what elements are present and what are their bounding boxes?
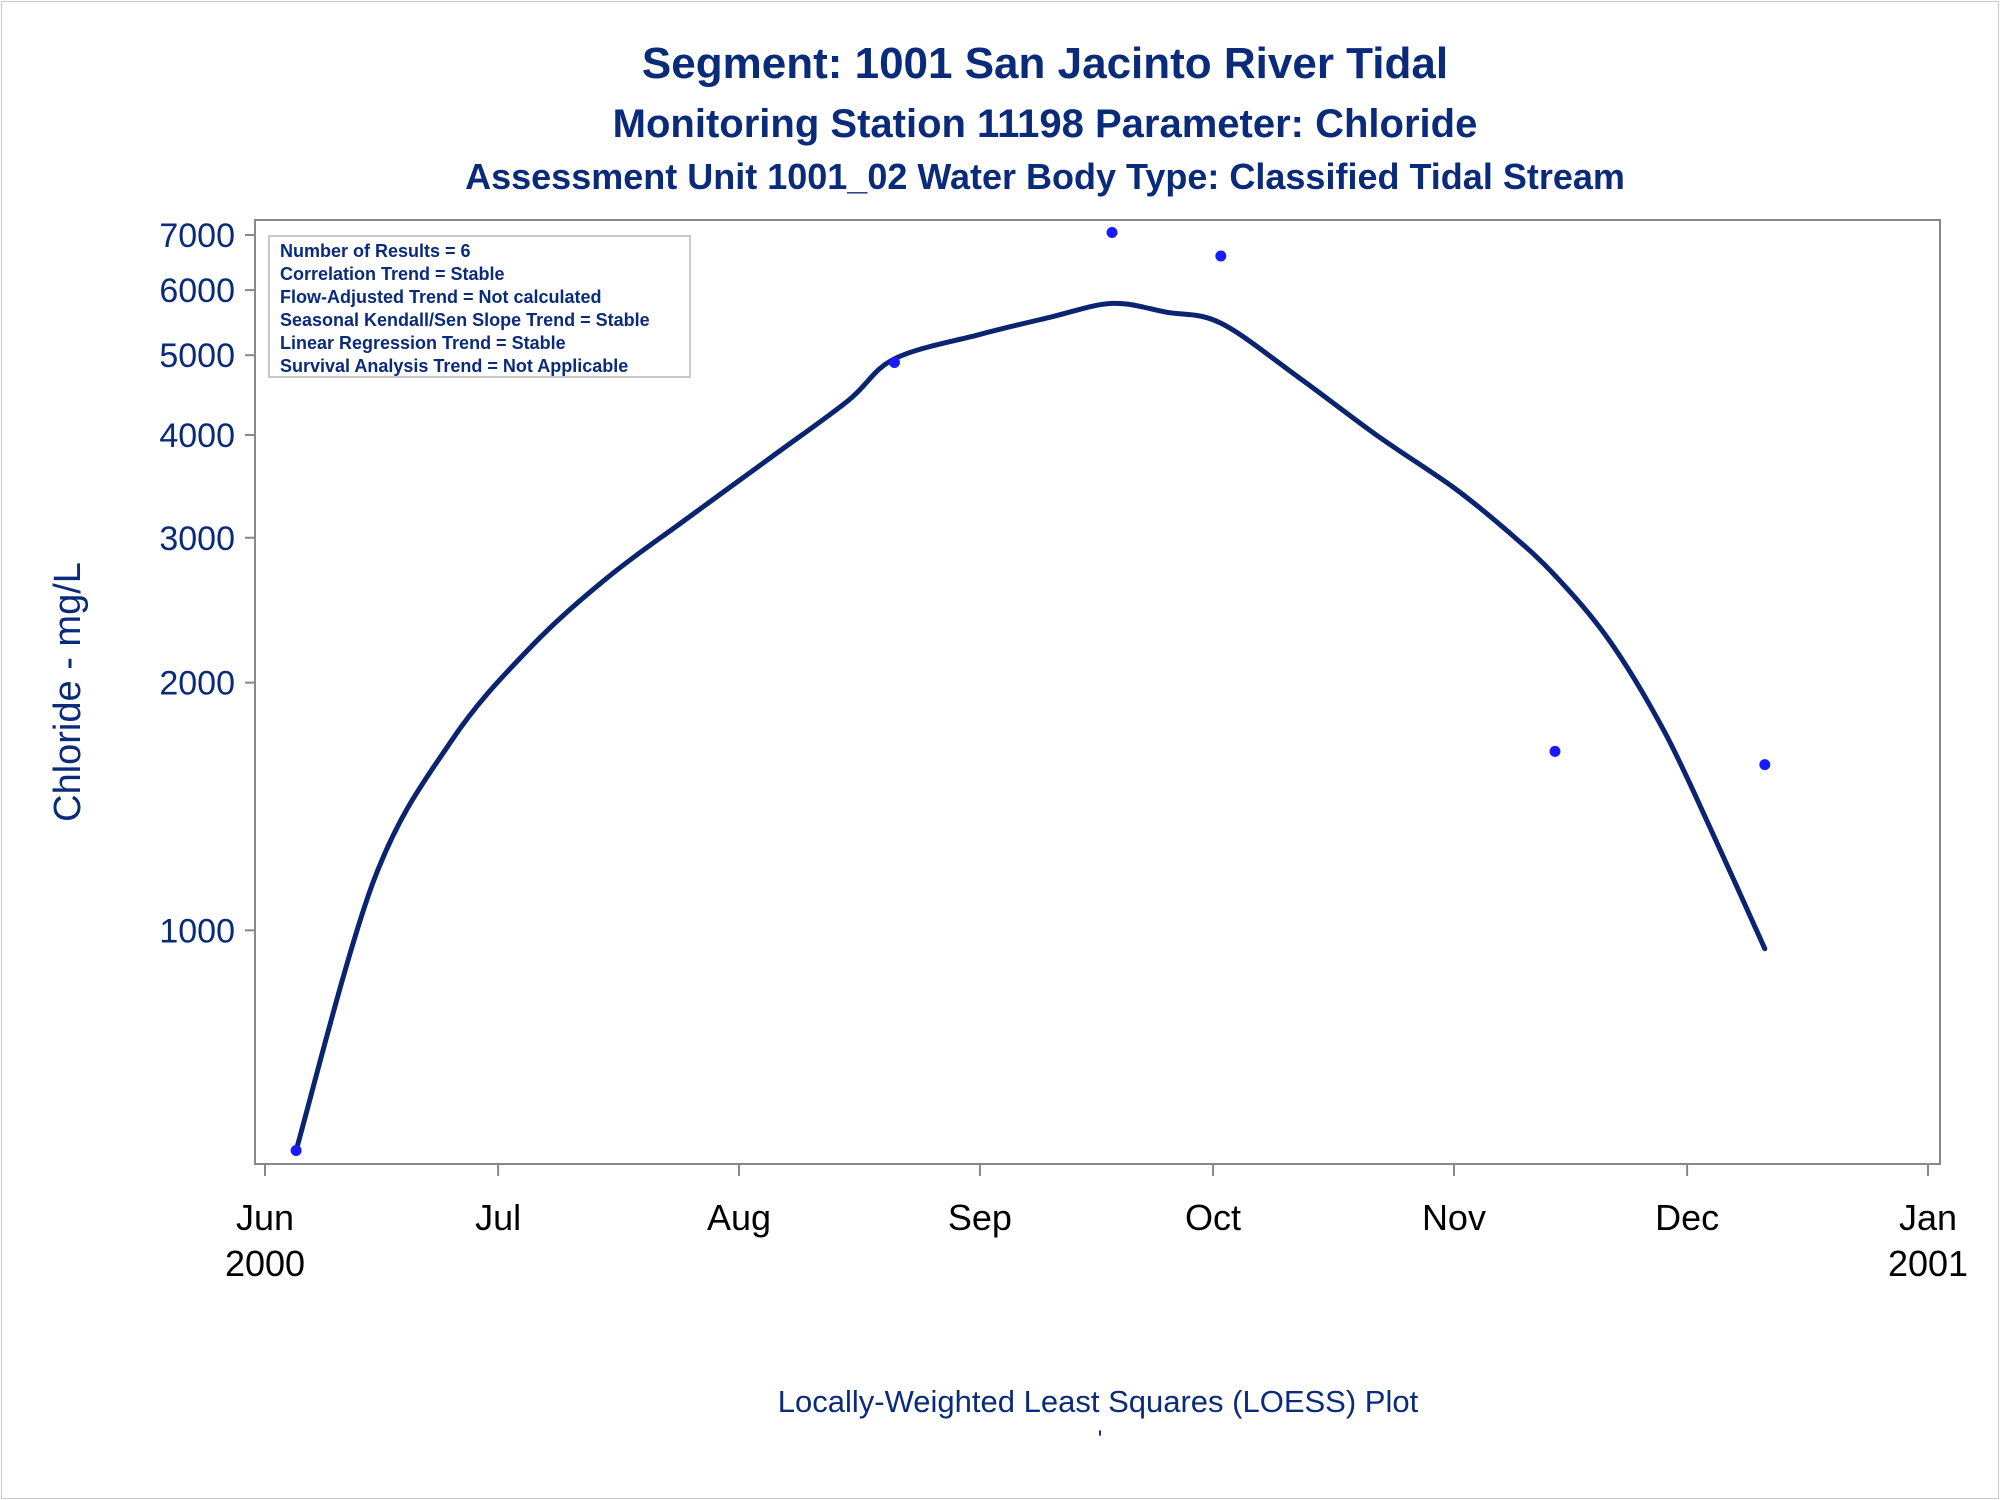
data-point	[1106, 226, 1118, 238]
stats-line: Linear Regression Trend = Stable	[280, 333, 566, 353]
plot-area	[254, 219, 1941, 1165]
y-tick-label: 6000	[159, 272, 235, 310]
loess-curve	[293, 300, 1768, 1153]
y-axis-label: Chloride - mg/L	[47, 562, 89, 822]
data-point	[290, 1145, 302, 1157]
x-tick-year-label: 2000	[225, 1243, 305, 1284]
title-line-1: Segment: 1001 San Jacinto River Tidal	[642, 39, 1448, 88]
x-tick-label: Sep	[948, 1197, 1012, 1238]
data-point	[1759, 759, 1771, 771]
x-tick-label: Oct	[1185, 1197, 1241, 1238]
stats-line: Survival Analysis Trend = Not Applicable	[280, 356, 628, 376]
y-tick-label: 3000	[159, 520, 235, 558]
x-tick-label: Jun	[236, 1197, 294, 1238]
footnote-mark: '	[1098, 1426, 1103, 1453]
title-line-3: Assessment Unit 1001_02 Water Body Type:…	[465, 156, 1625, 197]
y-tick-label: 4000	[159, 417, 235, 455]
x-tick-label: Jul	[475, 1197, 521, 1238]
stats-line: Number of Results = 6	[280, 241, 471, 261]
y-tick-label: 1000	[159, 912, 235, 950]
x-tick-label: Jan	[1899, 1197, 1957, 1238]
footnote: Locally-Weighted Least Squares (LOESS) P…	[778, 1384, 1419, 1419]
data-point	[1215, 250, 1227, 262]
data-points	[290, 226, 1771, 1157]
y-tick-label: 2000	[159, 665, 235, 703]
stats-line: Seasonal Kendall/Sen Slope Trend = Stabl…	[280, 310, 650, 330]
data-point	[888, 356, 900, 368]
stats-box-lines: Number of Results = 6 Correlation Trend =…	[280, 241, 650, 376]
y-tick-label: 7000	[159, 217, 235, 255]
x-tick-label: Aug	[707, 1197, 771, 1238]
title-line-2: Monitoring Station 11198 Parameter: Chlo…	[613, 102, 1478, 146]
y-axis: 1000 2000 3000 4000 5000 6000 7000	[159, 217, 255, 950]
stats-line: Flow-Adjusted Trend = Not calculated	[280, 287, 602, 307]
x-tick-label: Dec	[1655, 1197, 1719, 1238]
y-tick-label: 5000	[159, 337, 235, 375]
data-point	[1549, 745, 1561, 757]
stats-line: Correlation Trend = Stable	[280, 264, 505, 284]
stats-box-border	[268, 235, 691, 378]
x-tick-year-label: 2001	[1888, 1243, 1968, 1284]
x-axis: Jun 2000 Jul Aug Sep Oct Nov Dec Jan 2001	[225, 1164, 1968, 1284]
stats-box: Number of Results = 6 Correlation Trend =…	[268, 235, 691, 378]
x-tick-label: Nov	[1422, 1197, 1486, 1238]
